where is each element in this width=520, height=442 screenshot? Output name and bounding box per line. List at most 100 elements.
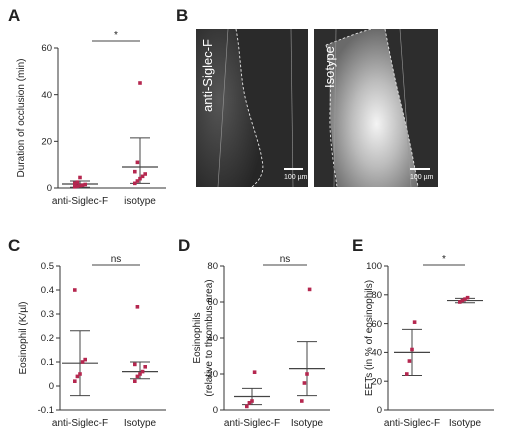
y-tick-label-d: 80	[207, 261, 218, 272]
y-tick-label-e: 100	[366, 261, 382, 272]
y-tick-label-c: 0.3	[41, 309, 54, 320]
charts: 0 20 40 60 Duration of occlusion (min) anti-S…	[16, 30, 494, 429]
data-point-a	[138, 176, 142, 181]
data-point-a	[78, 183, 82, 188]
data-point-d	[250, 399, 254, 403]
x-category-label-a: anti-Siglec-F	[52, 196, 108, 207]
data-point-a	[73, 181, 77, 186]
y-axis-label2-d: (relative to thrombus area)	[204, 279, 215, 396]
x-category-label-c: Isotype	[124, 418, 157, 429]
y-tick-label-c: 0.2	[41, 333, 54, 344]
y-axis-label-a: Duration of occlusion (min)	[16, 59, 27, 178]
x-category-label-a: isotype	[124, 196, 156, 207]
data-point-c	[140, 369, 145, 374]
data-point-c	[143, 365, 147, 369]
data-point-a	[133, 169, 137, 174]
significance-label-e: *	[442, 254, 446, 265]
panel-letter-d: D	[178, 236, 190, 255]
x-category-label-e: Isotype	[449, 418, 482, 429]
data-point-a	[83, 182, 87, 187]
y-tick-label-d: 40	[207, 333, 218, 344]
y-tick-label-c: 0.4	[41, 285, 54, 296]
data-point-a	[143, 172, 147, 176]
data-point-e	[405, 372, 409, 376]
image-label-anti-siglec-f: anti-Siglec-F	[200, 39, 215, 112]
data-point-c	[78, 372, 82, 376]
data-point-a	[140, 174, 145, 179]
data-point-c	[83, 357, 87, 362]
data-point-c	[135, 374, 140, 379]
panel-letter-e: E	[352, 236, 363, 255]
data-point-a	[135, 160, 140, 165]
x-category-label-d: anti-Siglec-F	[224, 418, 280, 429]
data-point-a	[80, 183, 85, 187]
y-tick-label-a: 0	[47, 183, 52, 194]
y-tick-label-c: -0.1	[38, 405, 54, 416]
data-point-d	[302, 381, 307, 385]
chart-e: 0 20 40 60 80 100 EETs (in % of eosinophils) an…	[364, 254, 494, 429]
significance-label-d: ns	[280, 254, 291, 265]
chart-c: -0.1 0 0.1 0.2 0.3 0.4 0.5 Eosinophil (K/µl) ant…	[18, 254, 166, 429]
data-point-d	[252, 370, 257, 374]
y-tick-label-e: 80	[371, 290, 382, 301]
x-category-label-e: anti-Siglec-F	[384, 418, 440, 429]
micro-image-right	[314, 28, 438, 188]
y-tick-label-d: 20	[207, 369, 218, 380]
data-point-e	[407, 359, 412, 363]
y-tick-label-a: 20	[41, 137, 52, 148]
significance-label-c: ns	[111, 254, 122, 265]
y-axis-label-e: EETs (in % of eosinophils)	[364, 280, 375, 396]
data-point-d	[307, 287, 312, 292]
y-tick-label-e: 20	[371, 376, 382, 387]
data-point-e	[412, 320, 417, 324]
data-point-a	[135, 179, 140, 183]
y-tick-label-c: 0.1	[41, 357, 54, 368]
data-point-e	[458, 300, 462, 304]
data-point-c	[73, 379, 77, 383]
y-axis-label-d: Eosinophils	[192, 312, 203, 363]
image-label-isotype: Isotype	[322, 46, 337, 88]
x-category-label-d: Isotype	[291, 418, 324, 429]
chart-a: 0 20 40 60 Duration of occlusion (min) anti-S…	[16, 30, 166, 207]
y-tick-label-c: 0.5	[41, 261, 54, 272]
scale-bar-label-left: 100 µm	[284, 174, 308, 181]
data-point-a	[75, 184, 80, 188]
panel-b-images: anti-Siglec-F Isotype 100 µm 100 µm	[196, 28, 438, 188]
panel-letter-b: B	[176, 6, 188, 25]
panel-letter-c: C	[8, 236, 20, 255]
data-point-e	[460, 298, 465, 303]
x-category-label-c: anti-Siglec-F	[52, 418, 108, 429]
data-point-d	[305, 372, 309, 376]
data-point-a	[75, 180, 80, 184]
y-tick-label-d: 60	[207, 297, 218, 308]
y-tick-label-a: 40	[41, 90, 52, 101]
data-point-a	[133, 181, 137, 186]
significance-label-a: *	[114, 30, 118, 41]
data-point-e	[463, 297, 467, 301]
y-tick-label-e: 0	[377, 405, 382, 416]
data-point-c	[138, 372, 142, 376]
data-point-e	[465, 295, 470, 300]
y-tick-label-a: 60	[41, 43, 52, 54]
data-point-a	[73, 185, 77, 189]
data-point-d	[300, 399, 304, 403]
y-tick-label-e: 60	[371, 319, 382, 330]
data-point-c	[135, 305, 140, 309]
data-point-d	[247, 401, 252, 405]
data-point-d	[245, 404, 249, 409]
scale-bar-label-right: 100 µm	[410, 174, 434, 181]
data-point-c	[73, 288, 77, 292]
y-tick-label-c: 0	[49, 381, 54, 392]
panel-letter-a: A	[8, 6, 20, 25]
y-axis-label-c: Eosinophil (K/µl)	[18, 301, 29, 374]
y-tick-label-e: 40	[371, 348, 382, 359]
data-point-c	[133, 362, 137, 367]
data-point-c	[75, 374, 80, 379]
data-point-c	[80, 360, 85, 364]
data-point-a	[138, 81, 142, 85]
y-tick-label-d: 0	[213, 405, 218, 416]
data-point-a	[78, 175, 82, 180]
micro-image-left	[196, 28, 308, 188]
data-point-e	[410, 347, 414, 352]
